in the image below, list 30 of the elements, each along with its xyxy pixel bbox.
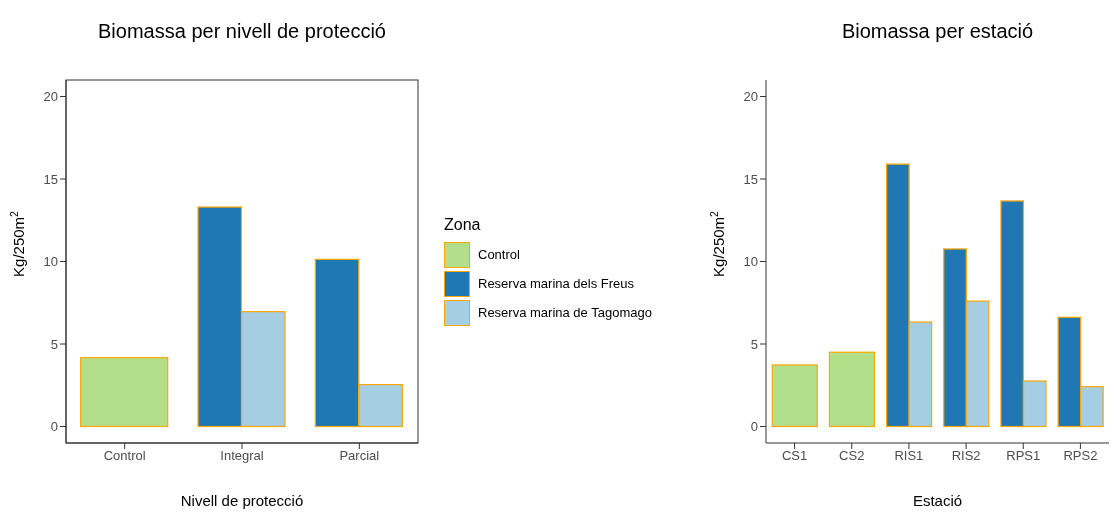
x-tick-label: RPS2 bbox=[1063, 448, 1098, 464]
x-tick-label: Integral bbox=[220, 448, 264, 464]
x-tick-label: RPS1 bbox=[1006, 448, 1041, 464]
legend-title: Zona bbox=[444, 216, 482, 234]
y-tick-label: 20 bbox=[743, 89, 758, 105]
chart-title: Biomassa per nivell de protecció bbox=[97, 20, 387, 43]
x-tick-label: Parcial bbox=[339, 448, 380, 464]
y-tick-label: 15 bbox=[743, 171, 758, 187]
y-tick-label: 5 bbox=[750, 336, 758, 352]
bar bbox=[828, 351, 876, 428]
bar bbox=[771, 364, 818, 428]
legend-label: Reserva marina dels Freus bbox=[478, 276, 635, 291]
y-tick-label: 5 bbox=[50, 336, 58, 352]
x-tick-label: Control bbox=[103, 448, 146, 464]
y-tick-label: 0 bbox=[750, 419, 758, 435]
bar bbox=[80, 357, 169, 428]
y-tick-label: 10 bbox=[43, 254, 58, 270]
y-tick-label: 20 bbox=[43, 89, 58, 105]
y-tick-label: 10 bbox=[743, 254, 758, 270]
y-tick-label: 0 bbox=[50, 419, 58, 435]
legend-label: Reserva marina de Tagomago bbox=[478, 305, 652, 320]
legend-label: Control bbox=[478, 247, 520, 262]
chart-title: Biomassa per estació bbox=[840, 20, 1035, 43]
x-axis-title: Nivell de protecció bbox=[180, 492, 304, 509]
x-tick-label: CS2 bbox=[839, 448, 865, 464]
x-axis-title: Estació bbox=[912, 492, 963, 509]
x-tick-label: RIS2 bbox=[951, 448, 981, 464]
x-tick-label: RIS1 bbox=[894, 448, 924, 464]
y-tick-label: 15 bbox=[43, 171, 58, 187]
x-tick-label: CS1 bbox=[781, 448, 808, 464]
